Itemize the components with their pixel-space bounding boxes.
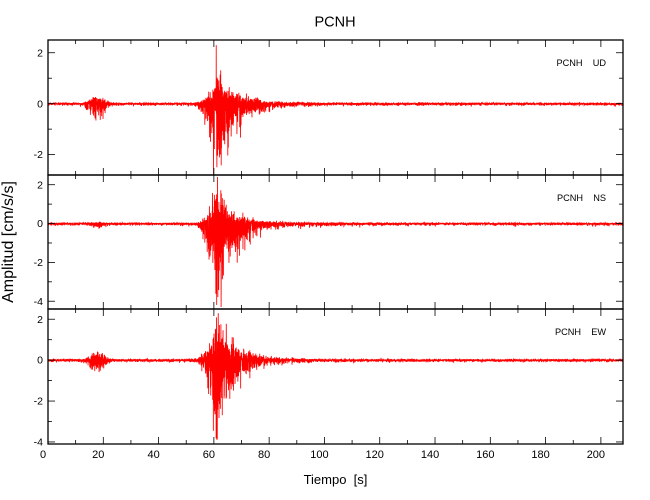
svg-text:120: 120	[366, 449, 384, 461]
svg-text:PCNH UD: PCNH UD	[556, 58, 606, 68]
svg-text:Tiempo [s]: Tiempo [s]	[304, 472, 368, 487]
svg-text:200: 200	[587, 449, 605, 461]
svg-text:PCNH EW: PCNH EW	[555, 327, 606, 337]
svg-text:2: 2	[37, 179, 43, 191]
svg-text:60: 60	[203, 449, 215, 461]
svg-text:0: 0	[37, 355, 43, 367]
svg-text:0: 0	[37, 98, 43, 110]
svg-text:2: 2	[37, 47, 43, 59]
svg-text:0: 0	[40, 449, 46, 461]
svg-text:100: 100	[310, 449, 328, 461]
svg-text:40: 40	[147, 449, 159, 461]
svg-text:180: 180	[531, 449, 549, 461]
svg-text:2: 2	[37, 314, 43, 326]
svg-text:Amplitud [cm/s/s]: Amplitud [cm/s/s]	[0, 181, 17, 303]
svg-text:20: 20	[92, 449, 104, 461]
svg-text:-4: -4	[34, 296, 43, 308]
svg-text:140: 140	[421, 449, 439, 461]
svg-text:-2: -2	[34, 149, 43, 161]
svg-text:-2: -2	[34, 396, 43, 408]
svg-text:160: 160	[476, 449, 494, 461]
svg-text:-4: -4	[34, 437, 43, 449]
svg-text:PCNH NS: PCNH NS	[557, 193, 606, 203]
svg-text:PCNH: PCNH	[314, 15, 355, 31]
svg-text:-2: -2	[34, 257, 43, 269]
svg-text:0: 0	[37, 218, 43, 230]
svg-text:80: 80	[258, 449, 270, 461]
